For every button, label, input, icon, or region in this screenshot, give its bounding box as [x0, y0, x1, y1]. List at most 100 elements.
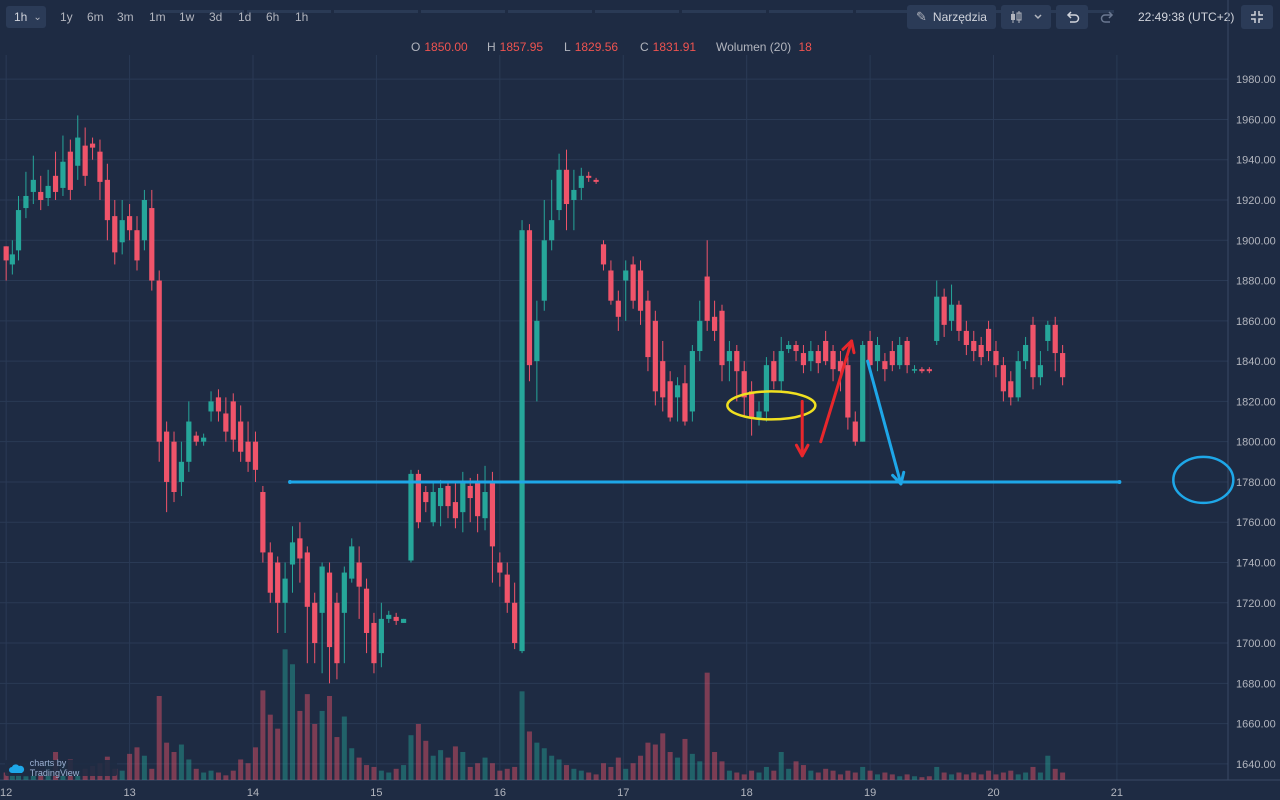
volume-bar [726, 770, 732, 780]
volume-bar [904, 774, 910, 780]
price-tick-label: 1980.00 [1236, 74, 1276, 86]
candle-body [1022, 345, 1029, 362]
candle-body [104, 179, 110, 221]
candle-body [297, 538, 303, 559]
candle-body [897, 345, 903, 366]
range-button-1w[interactable]: 1w [179, 10, 195, 24]
candle-body [282, 578, 288, 603]
volume-bar [415, 724, 421, 780]
volume-bar [119, 770, 125, 780]
candle-body [430, 492, 436, 523]
volume-bar [808, 770, 814, 780]
volume-bar [763, 766, 769, 780]
volume-bar [963, 774, 969, 780]
range-button-1m[interactable]: 1m [149, 10, 166, 24]
volume-bar [260, 690, 266, 780]
undo-button[interactable] [1056, 5, 1088, 29]
volume-bar [638, 755, 644, 780]
candle-body [578, 175, 584, 188]
candle-body [112, 216, 118, 253]
candle-body [482, 492, 488, 519]
candle-body [60, 161, 66, 188]
interval-select[interactable]: 1h ⌄ [6, 6, 46, 28]
candle-body [371, 622, 377, 664]
fullscreen-button[interactable] [1241, 5, 1273, 29]
candle-body [645, 300, 651, 358]
volume-bar [497, 770, 503, 780]
candle-body [993, 351, 999, 366]
price-tick-label: 1860.00 [1236, 316, 1276, 328]
price-tick-label: 1700.00 [1236, 638, 1276, 650]
range-button-6m[interactable]: 6m [87, 10, 104, 24]
candle-body [1052, 324, 1058, 354]
candle-body [637, 270, 644, 311]
volume-bar [1052, 768, 1058, 780]
volume-bar [1030, 766, 1036, 780]
range-button-3d[interactable]: 3d [209, 10, 223, 24]
open-value: 1850.00 [424, 40, 468, 54]
range-button-3m[interactable]: 3m [117, 10, 134, 24]
interval-label: 1h [14, 10, 28, 24]
tools-button[interactable]: ✎ Narzędzia [907, 5, 996, 29]
candle-body [674, 385, 681, 398]
candle-body [326, 572, 333, 648]
cloud-logo-icon [8, 763, 25, 773]
volume-bar [926, 776, 932, 780]
candle-body [267, 552, 273, 593]
chevron-down-icon [1034, 14, 1042, 20]
volume-bar [549, 755, 555, 780]
volume-bar [912, 776, 918, 780]
candle-body [245, 441, 251, 462]
candle-body [178, 461, 185, 482]
candle-body [504, 574, 510, 603]
candle-body [489, 481, 496, 547]
candle-body [874, 345, 881, 362]
close-value: 1831.91 [652, 40, 697, 54]
volume-bar [460, 752, 466, 780]
candle-body [82, 145, 88, 176]
candle-body [289, 542, 296, 565]
volume-bar [341, 716, 347, 780]
level-line-handle [1117, 479, 1122, 484]
range-button-1h[interactable]: 1h [295, 10, 309, 24]
volume-bar [578, 770, 584, 780]
volume-label: Wolumen (20) [716, 40, 792, 54]
volume-bar [171, 752, 177, 780]
candle-body [304, 552, 310, 607]
candle-body [141, 200, 147, 241]
candle-body [711, 316, 718, 331]
candle-body [608, 270, 614, 301]
volume-bar [586, 772, 592, 780]
candle-body [904, 340, 910, 366]
volume-bar [1023, 772, 1029, 780]
candle-body [334, 602, 340, 664]
volume-bar [178, 744, 184, 780]
chart-type-button[interactable] [1001, 5, 1051, 29]
yellow-ellipse-annotation [726, 390, 817, 421]
candle-body [934, 296, 940, 341]
price-tick-label: 1960.00 [1236, 114, 1276, 126]
volume-bar [800, 765, 806, 780]
redo-button[interactable] [1094, 5, 1122, 29]
redo-icon [1100, 11, 1114, 23]
range-button-1d[interactable]: 1d [238, 10, 252, 24]
volume-bar [452, 746, 458, 780]
ohlc-high: H 1857.95 [487, 40, 543, 54]
volume-bar [667, 752, 673, 780]
candle-body [215, 397, 222, 412]
tradingview-attribution[interactable]: charts by TradingView [5, 758, 117, 778]
range-button-1y[interactable]: 1y [60, 10, 73, 24]
date-tick-label: 20 [987, 787, 999, 799]
clock: 22:49:38 (UTC+2) [1138, 10, 1235, 24]
volume-bar [778, 752, 784, 780]
range-button-6h[interactable]: 6h [266, 10, 280, 24]
volume-bar [741, 774, 747, 780]
undo-icon [1066, 11, 1080, 23]
volume-bar [252, 747, 258, 780]
volume-bar [134, 747, 140, 780]
candle-body [1008, 381, 1014, 398]
blue-arrow-head [891, 470, 906, 486]
candle-body [238, 421, 244, 452]
volume-bar [756, 772, 762, 780]
